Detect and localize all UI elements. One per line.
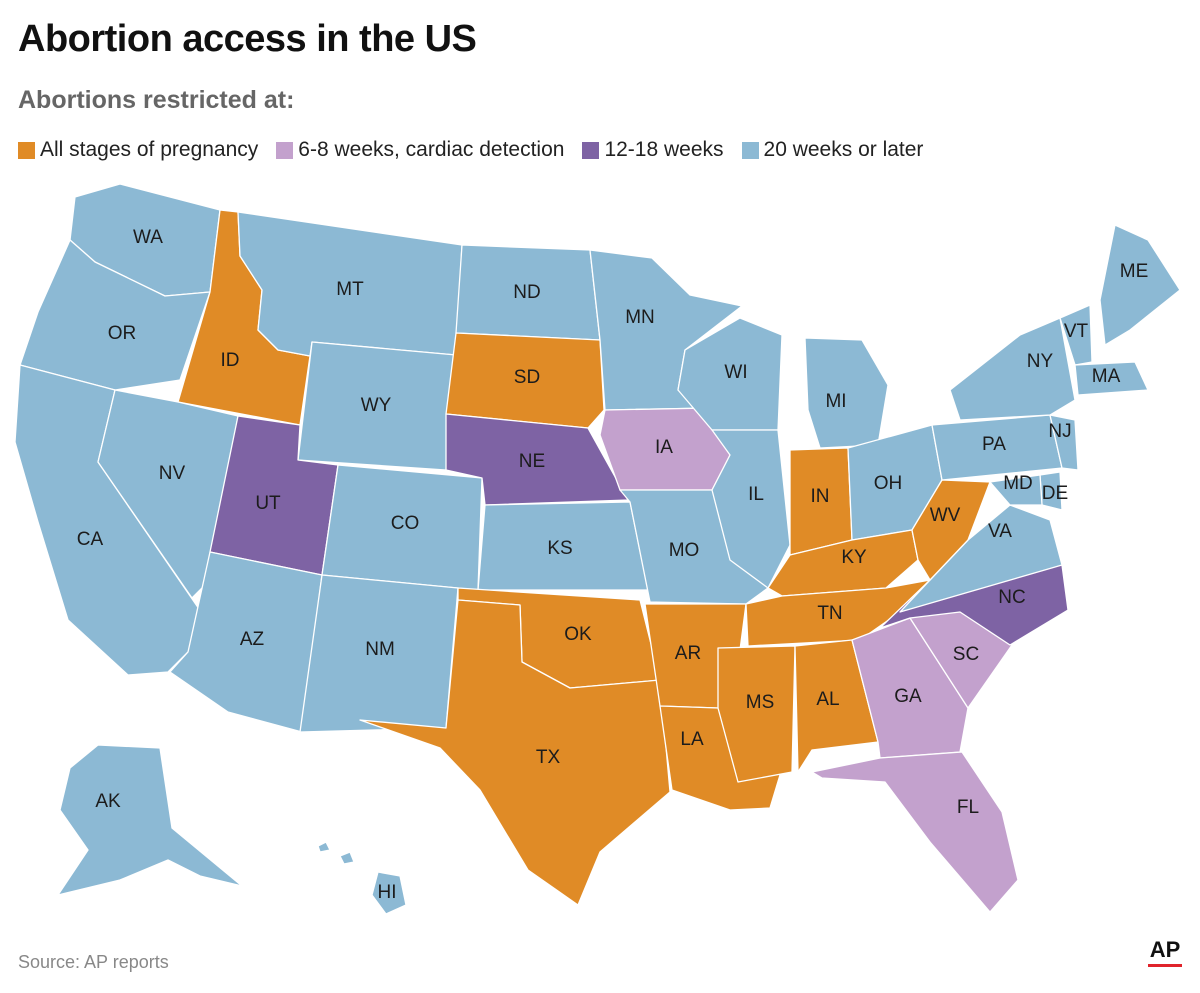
state-label-me: ME [1120,261,1149,282]
state-label-nd: ND [513,282,540,303]
state-label-oh: OH [874,473,903,494]
state-label-ok: OK [564,624,592,645]
state-sd [445,332,605,429]
legend-label-12-18-weeks: 12-18 weeks [604,138,724,161]
state-ny [949,317,1076,421]
state-label-al: AL [816,689,839,710]
state-label-ar: AR [675,643,701,664]
state-label-wv: WV [930,505,961,526]
state-label-ny: NY [1027,351,1054,372]
state-label-tx: TX [536,747,561,768]
state-label-nv: NV [159,463,186,484]
legend-label-20-weeks: 20 weeks or later [763,138,924,161]
legend-item-all-stages: All stages of pregnancy [18,138,258,162]
state-label-co: CO [391,513,420,534]
state-tx [359,599,671,906]
legend-label-6-8-weeks: 6-8 weeks, cardiac detection [298,138,565,161]
legend-item-20-weeks: 20 weeks or later [741,138,924,162]
state-nj [1049,414,1079,471]
state-ak [57,744,243,896]
legend-swatch-12-18-weeks [582,141,600,159]
state-label-mt: MT [336,279,364,300]
state-label-sc: SC [953,644,979,665]
legend: All stages of pregnancy 6-8 weeks, cardi… [18,138,923,162]
state-label-ca: CA [77,529,104,550]
state-label-nj: NJ [1048,421,1071,442]
state-label-tn: TN [817,603,842,624]
state-label-ut: UT [255,493,281,514]
state-vt [1059,304,1093,366]
ap-logo-text: AP [1149,937,1181,962]
source-note: Source: AP reports [18,952,169,972]
state-label-vt: VT [1064,321,1089,342]
state-me [1099,224,1181,346]
map-title: Abortion access in the US [18,18,477,60]
state-label-ma: MA [1092,366,1121,387]
state-label-md: MD [1003,473,1033,494]
state-label-fl: FL [957,797,979,818]
state-fl [811,751,1019,913]
state-label-de: DE [1042,483,1068,504]
state-or [19,239,211,391]
map-subtitle: Abortions restricted at: [18,86,295,114]
state-ma [1074,361,1149,396]
state-label-il: IL [748,484,764,505]
state-label-wa: WA [133,227,163,248]
state-label-ks: KS [547,538,572,559]
legend-label-all-stages: All stages of pregnancy [40,138,259,161]
state-label-mo: MO [669,540,700,561]
state-label-nm: NM [365,639,395,660]
state-label-wy: WY [361,395,392,416]
state-il [711,429,791,589]
state-label-ak: AK [95,791,121,812]
state-label-in: IN [811,486,830,507]
state-label-hi: HI [378,882,397,903]
state-label-or: OR [108,323,137,344]
state-label-ms: MS [746,692,775,713]
state-label-mi: MI [825,391,846,412]
ap-logo: AP [1148,938,1182,967]
state-label-va: VA [988,521,1012,542]
legend-swatch-6-8-weeks [276,141,294,159]
state-label-la: LA [680,729,704,750]
state-label-wi: WI [724,362,747,383]
legend-swatch-all-stages [18,141,35,159]
state-label-sd: SD [514,367,540,388]
ap-logo-bar [1148,964,1182,967]
state-label-az: AZ [240,629,265,650]
legend-swatch-20-weeks [741,141,759,159]
state-label-id: ID [221,350,240,371]
state-label-ky: KY [841,547,867,568]
state-al [794,639,879,773]
state-hi [317,841,407,915]
legend-item-12-18-weeks: 12-18 weeks [582,138,724,162]
state-label-nc: NC [998,587,1025,608]
state-md [989,474,1043,506]
state-label-ne: NE [519,451,545,472]
state-label-ga: GA [894,686,922,707]
legend-item-6-8-weeks: 6-8 weeks, cardiac detection [276,138,564,162]
state-ms [717,645,796,783]
state-label-mn: MN [625,307,655,328]
state-label-ia: IA [655,437,673,458]
state-label-pa: PA [982,434,1006,455]
